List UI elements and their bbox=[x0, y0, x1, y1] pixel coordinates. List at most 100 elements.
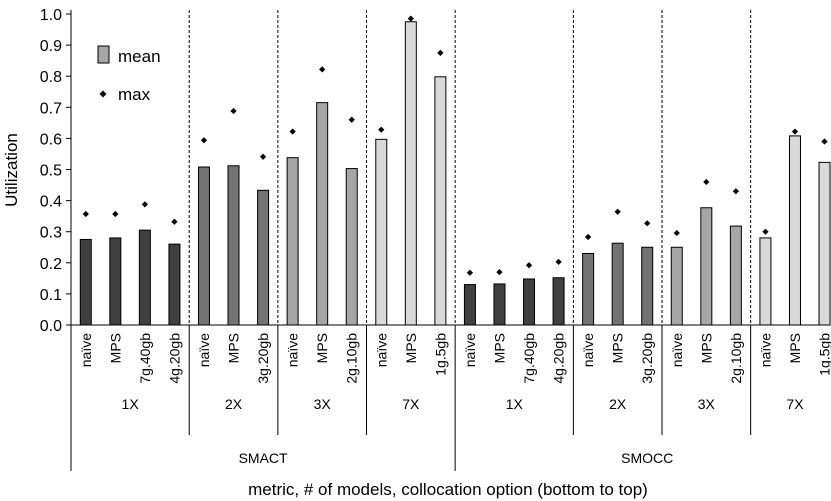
max-marker bbox=[762, 228, 769, 235]
y-tick-label: 0.3 bbox=[40, 225, 62, 242]
category-label: 2g.10gb bbox=[344, 333, 360, 384]
bar-mean bbox=[463, 284, 476, 326]
bar-mean bbox=[375, 138, 388, 326]
bar-mean bbox=[109, 237, 122, 326]
bar-mean bbox=[759, 237, 772, 326]
max-marker bbox=[259, 153, 267, 160]
category-label: 1g.5gb bbox=[432, 333, 448, 376]
group-label: 1X bbox=[506, 396, 524, 412]
max-marker bbox=[791, 128, 799, 135]
category-label: naïve bbox=[580, 333, 596, 367]
max-marker bbox=[319, 66, 326, 73]
max-marker bbox=[614, 208, 621, 215]
group-label: 3X bbox=[314, 396, 332, 412]
plot-area: 0.0 0.1 0.2 0.3 0.4 0.5 0.6 0.7 0.8 0.9 1.0 naïve MP… bbox=[40, 7, 831, 471]
legend: mean max bbox=[97, 45, 161, 104]
bar-mean bbox=[227, 165, 240, 326]
max-marker bbox=[230, 107, 237, 115]
bar-mean bbox=[434, 76, 447, 326]
max-marker bbox=[585, 233, 592, 241]
y-tick-label: 0.1 bbox=[40, 287, 62, 304]
max-marker bbox=[437, 49, 444, 56]
category-label: naïve bbox=[285, 333, 301, 367]
y-tick-label: 0.6 bbox=[40, 131, 62, 148]
category-label: MPS bbox=[107, 333, 123, 363]
legend-max-marker bbox=[99, 90, 107, 98]
category-label: 4g.20gb bbox=[166, 333, 182, 384]
bar-mean bbox=[286, 157, 299, 326]
max-marker bbox=[200, 137, 208, 144]
x-axis-title: metric, # of models, collocation option … bbox=[248, 480, 648, 499]
group-label: 7X bbox=[402, 396, 420, 412]
bar-mean bbox=[788, 135, 801, 326]
max-marker bbox=[525, 262, 533, 269]
bar-mean bbox=[197, 166, 210, 326]
bar-mean bbox=[552, 277, 565, 326]
group-label: 1X bbox=[122, 396, 140, 412]
y-tick-label: 0.9 bbox=[40, 38, 62, 55]
category-label: 3g.20gb bbox=[639, 333, 655, 384]
bar-mean bbox=[700, 207, 713, 326]
category-label: 1g.5gb bbox=[817, 333, 831, 376]
y-tick-label: 0.7 bbox=[40, 100, 62, 117]
metric-label: SMOCC bbox=[621, 450, 673, 466]
bar-mean bbox=[818, 161, 831, 326]
group-label: 2X bbox=[225, 396, 243, 412]
category-label: naïve bbox=[669, 333, 685, 367]
bar-mean bbox=[168, 243, 181, 326]
category-label: naïve bbox=[373, 333, 389, 367]
legend-max-label: max bbox=[118, 85, 151, 104]
bar-mean bbox=[493, 283, 506, 326]
category-label: naïve bbox=[462, 333, 478, 367]
category-label: naïve bbox=[757, 333, 773, 367]
y-tick-label: 0.4 bbox=[40, 194, 62, 211]
y-tick-label: 0.8 bbox=[40, 69, 62, 86]
bar-mean bbox=[729, 225, 742, 326]
legend-mean-swatch bbox=[97, 45, 110, 64]
group-label: 3X bbox=[698, 396, 716, 412]
metric-label: SMACT bbox=[239, 450, 288, 466]
y-tick-label: 1.0 bbox=[40, 7, 62, 24]
max-marker bbox=[407, 15, 414, 22]
bar-mean bbox=[138, 229, 151, 326]
category-label: MPS bbox=[698, 333, 714, 363]
bar-mean bbox=[523, 278, 536, 326]
group-label: 7X bbox=[786, 396, 804, 412]
bar-mean bbox=[641, 246, 654, 326]
max-marker bbox=[732, 188, 739, 195]
category-label: 7g.40gb bbox=[137, 333, 153, 384]
max-marker bbox=[82, 210, 89, 218]
bar-mean bbox=[611, 242, 624, 326]
max-marker bbox=[496, 269, 503, 276]
category-label: MPS bbox=[314, 333, 330, 363]
max-marker bbox=[466, 269, 474, 276]
max-marker bbox=[644, 220, 651, 227]
y-axis-title: Utilization bbox=[2, 133, 21, 207]
category-label: 2g.10gb bbox=[728, 333, 744, 384]
bar-mean bbox=[345, 168, 358, 326]
max-marker bbox=[141, 201, 148, 208]
category-label: MPS bbox=[403, 333, 419, 363]
category-label: naïve bbox=[196, 333, 212, 367]
legend-mean-label: mean bbox=[118, 47, 161, 66]
bar-mean bbox=[582, 252, 595, 326]
y-tick-label: 0.2 bbox=[40, 256, 62, 273]
bar-mean bbox=[404, 21, 417, 326]
category-label: MPS bbox=[610, 333, 626, 363]
category-label: 7g.40gb bbox=[521, 333, 537, 384]
bar-mean bbox=[79, 238, 92, 326]
max-marker bbox=[171, 218, 178, 225]
group-label: 2X bbox=[609, 396, 627, 412]
max-marker bbox=[673, 229, 680, 237]
bar-mean bbox=[257, 189, 270, 326]
max-marker bbox=[289, 128, 296, 135]
category-label: MPS bbox=[491, 333, 507, 363]
max-marker bbox=[112, 210, 119, 218]
max-marker bbox=[555, 258, 562, 265]
category-label: 4g.20gb bbox=[551, 333, 567, 384]
max-marker bbox=[378, 126, 385, 133]
category-label: MPS bbox=[226, 333, 242, 363]
max-marker bbox=[821, 138, 828, 145]
category-label: MPS bbox=[787, 333, 803, 363]
